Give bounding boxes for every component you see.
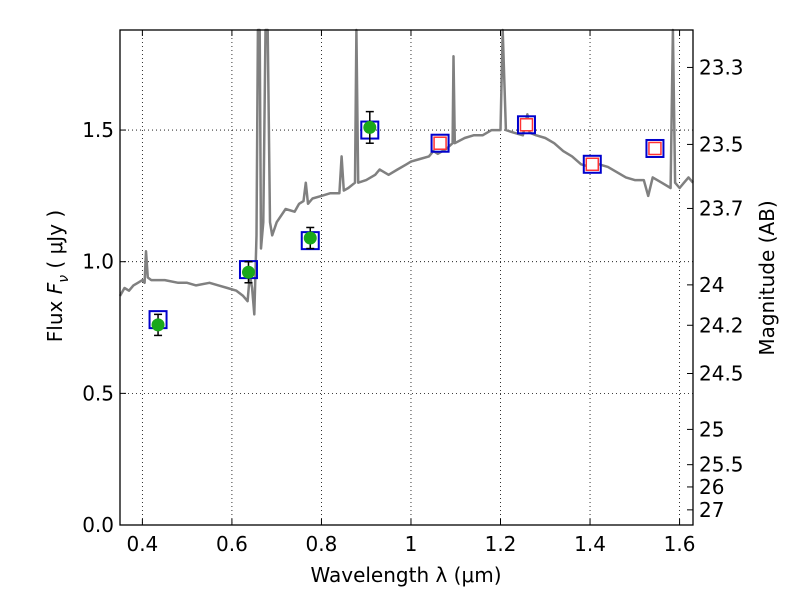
y2-axis-label: Magnitude (AB) — [755, 200, 779, 355]
model-box — [430, 133, 450, 153]
y-tick-label: 1.5 — [82, 118, 114, 142]
x-axis-label: Wavelength λ (μm) — [310, 563, 501, 587]
y2-tick-label: 25.5 — [699, 453, 744, 477]
y-tick-label: 0.0 — [82, 513, 114, 537]
observed-point — [241, 265, 255, 279]
x-tick-label: 0.4 — [126, 532, 158, 556]
x-tick-label: 1.2 — [485, 532, 517, 556]
plot-frame — [119, 29, 694, 526]
y2-tick-label: 27 — [699, 498, 724, 522]
x-tick-label: 1.6 — [664, 532, 696, 556]
y-tick-labels: 0.0 0.5 1.0 1.5 — [82, 118, 114, 537]
x-tick-labels: 0.4 0.6 0.8 1 1.2 1.4 1.6 — [126, 532, 695, 556]
axis-ticks — [120, 30, 693, 526]
y2-tick-label: 23.7 — [699, 196, 744, 220]
spectrum-line — [118, 28, 694, 316]
y-tick-label: 0.5 — [82, 381, 114, 405]
model-box — [516, 115, 536, 135]
x-tick-label: 0.8 — [306, 532, 338, 556]
grid-lines — [120, 30, 693, 525]
model-box — [645, 138, 665, 158]
model-inner-box — [648, 141, 662, 156]
model-inner-box — [519, 118, 534, 132]
y-axis-label: Flux Fν ( μJy ) — [43, 210, 72, 342]
model-inner-box — [433, 136, 447, 150]
observed-points — [151, 110, 377, 337]
y2-tick-label: 24.5 — [699, 361, 744, 385]
y-tick-label: 1.0 — [82, 250, 114, 274]
model-points — [148, 115, 665, 330]
y2-tick-label: 23.3 — [699, 55, 744, 79]
x-tick-label: 1 — [405, 532, 418, 556]
model-inner-box — [585, 157, 600, 172]
x-tick-label: 0.6 — [216, 532, 248, 556]
y2-tick-label: 25 — [699, 417, 724, 441]
observed-point — [303, 231, 317, 245]
observed-point — [151, 318, 165, 332]
observed-point — [363, 120, 377, 134]
x-tick-label: 1.4 — [574, 532, 606, 556]
y2-tick-label: 23.5 — [699, 132, 744, 156]
model-box — [582, 154, 602, 174]
y2-tick-label: 26 — [699, 475, 724, 499]
y2-tick-label: 24 — [699, 273, 724, 297]
y2-tick-label: 24.2 — [699, 313, 744, 337]
